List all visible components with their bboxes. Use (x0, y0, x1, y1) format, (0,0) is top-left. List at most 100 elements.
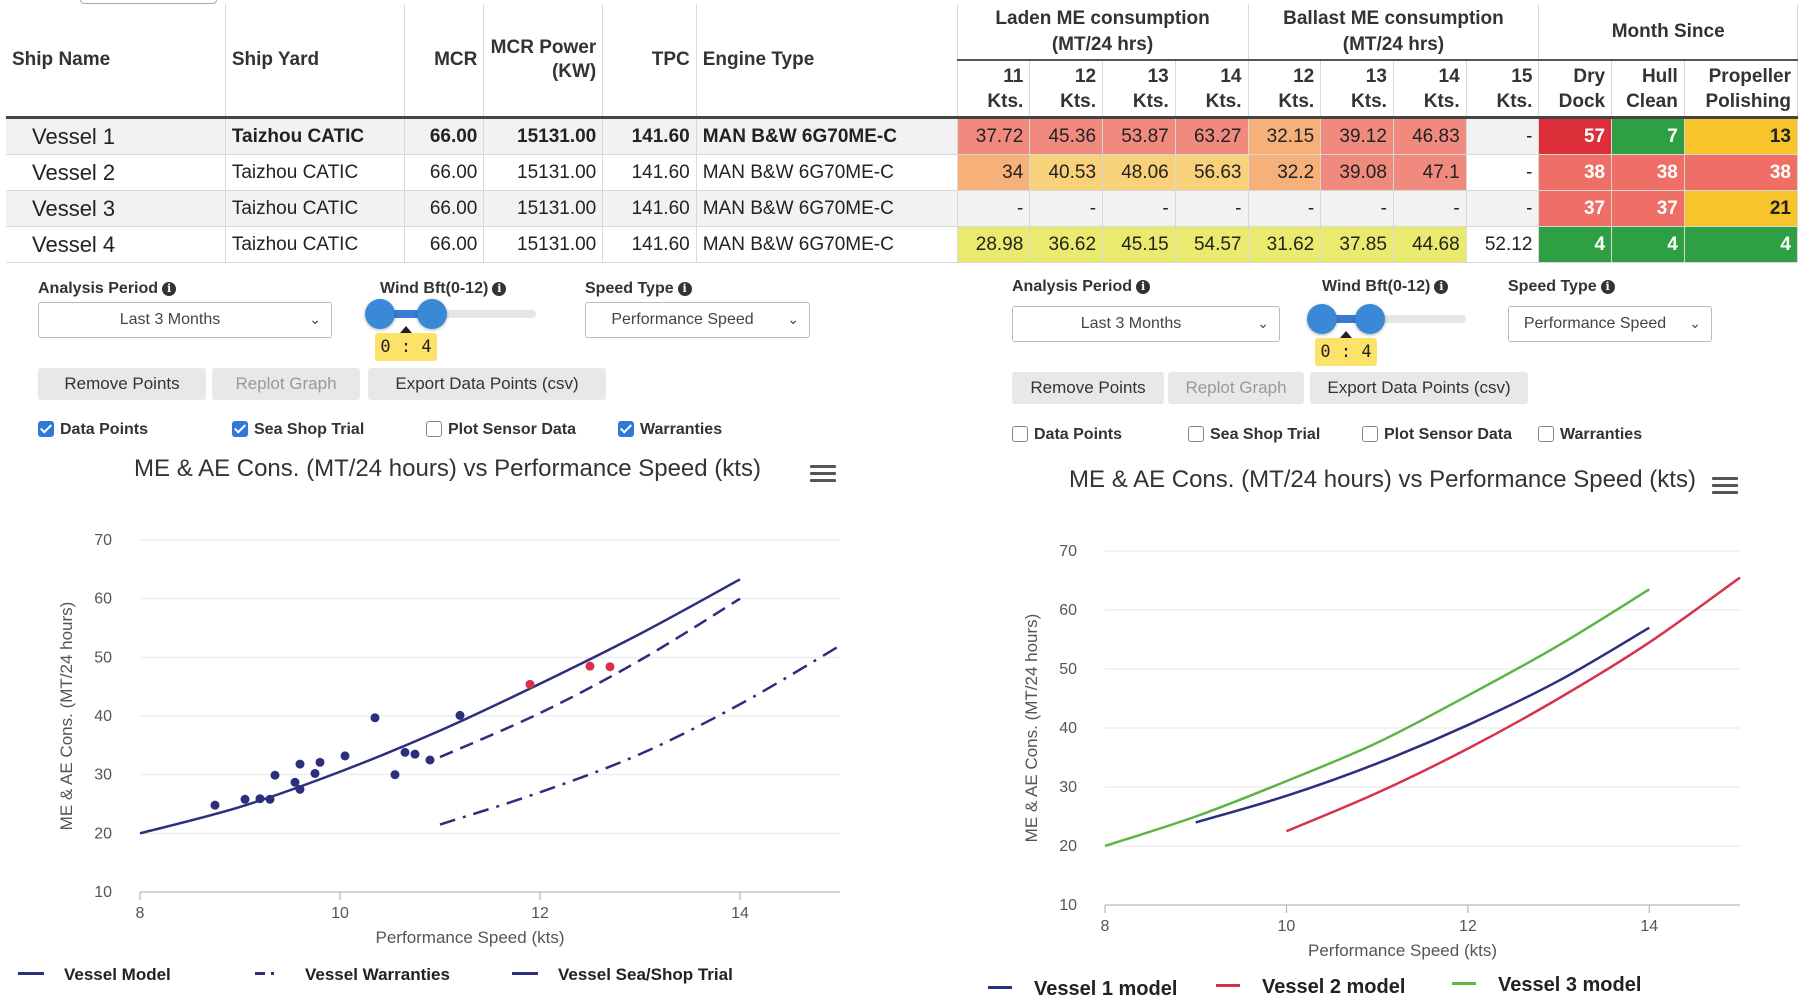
laden-consumption-cell: 34 (957, 154, 1031, 191)
ballast-consumption-cell: 32.2 (1248, 154, 1322, 191)
speed-type-select[interactable]: Performance Speed ⌄ (585, 302, 810, 338)
analysis-period-select[interactable]: Last 3 Months ⌄ (1012, 306, 1280, 342)
legend-vessel-warranties[interactable]: Vessel Warranties (255, 965, 450, 985)
laden-consumption-cell: 56.63 (1175, 154, 1249, 191)
engine-type-cell: MAN B&W 6G70ME-C (696, 190, 958, 227)
header-month-col[interactable]: Dry Dock (1538, 60, 1613, 119)
header-ballast-col[interactable]: 15 Kts. (1466, 60, 1540, 119)
right-chart[interactable]: 10 20 30 40 50 60 70 8 10 12 14 Performance Speed (… (1020, 530, 1780, 970)
info-icon[interactable]: i (677, 282, 692, 296)
wind-slider-min-handle[interactable] (365, 299, 395, 329)
info-icon[interactable]: i (492, 282, 507, 296)
ballast-consumption-cell: 32.15 (1248, 117, 1322, 155)
laden-consumption-cell: 45.36 (1029, 117, 1104, 155)
data-points-checkbox[interactable]: Data Points (38, 421, 148, 439)
sea-shop-trial-checkbox[interactable]: Sea Shop Trial (232, 421, 364, 439)
wind-slider-track[interactable] (366, 310, 536, 318)
info-icon[interactable]: i (162, 282, 177, 296)
series-line-2 (1104, 588, 1650, 848)
x-tick-label: 8 (136, 905, 145, 922)
header-tpc[interactable]: TPC (602, 4, 697, 119)
header-ship-name[interactable]: Ship Name (6, 4, 226, 119)
table-row[interactable]: Vessel 2 Taizhou CATIC 66.00 15131.00 141.60… (6, 154, 1799, 191)
left-chart[interactable]: 10 20 30 40 50 60 70 8 10 12 14 Performance Speed (… (50, 520, 850, 960)
remove-points-button[interactable]: Remove Points (38, 368, 206, 400)
legend-vessel-sea-shop-trial[interactable]: Vessel Sea/Shop Trial (512, 965, 733, 985)
legend-vessel-3-model[interactable]: Vessel 3 model (1452, 974, 1641, 997)
ballast-consumption-cell: - (1393, 190, 1467, 227)
data-point (400, 747, 410, 757)
wind-slider-max-handle[interactable] (1355, 304, 1385, 334)
ballast-consumption-cell: - (1320, 190, 1394, 227)
checkbox-icon[interactable] (426, 421, 442, 437)
data-point (210, 800, 220, 810)
laden-consumption-cell: 63.27 (1175, 117, 1249, 155)
month-since-cell: 38 (1611, 154, 1685, 191)
export-csv-button[interactable]: Export Data Points (csv) (368, 368, 606, 400)
header-mcr-power[interactable]: MCR Power (KW) (483, 4, 604, 119)
header-ship-yard[interactable]: Ship Yard (225, 4, 405, 119)
mcr-cell: 66.00 (404, 190, 485, 227)
plot-sensor-data-checkbox[interactable]: Plot Sensor Data (426, 421, 576, 439)
header-month-col[interactable]: Hull Clean (1611, 60, 1685, 119)
left-chart-title: ME & AE Cons. (MT/24 hours) vs Performan… (134, 455, 761, 482)
laden-consumption-cell: 48.06 (1102, 154, 1176, 191)
ballast-consumption-cell: 31.62 (1248, 226, 1322, 263)
data-point (295, 784, 305, 794)
info-icon[interactable]: i (1600, 280, 1615, 294)
header-mcr[interactable]: MCR (404, 4, 485, 119)
wind-slider-max-handle[interactable] (417, 299, 447, 329)
ballast-consumption-cell: 39.12 (1320, 117, 1394, 155)
legend-vessel-model[interactable]: Vessel Model (18, 965, 171, 985)
data-point (605, 662, 615, 672)
series-line-2 (439, 644, 841, 826)
table-row[interactable]: Vessel 1 Taizhou CATIC 66.00 15131.00 141.60… (6, 117, 1799, 155)
checkbox-icon[interactable] (1538, 426, 1554, 442)
warranties-checkbox[interactable]: Warranties (618, 421, 722, 439)
header-ballast-col[interactable]: 13 Kts. (1320, 60, 1394, 119)
header-ballast-col[interactable]: 12 Kts. (1248, 60, 1322, 119)
mcr-power-cell: 15131.00 (483, 117, 604, 155)
info-icon[interactable]: i (1136, 280, 1151, 294)
series-line-0 (139, 578, 741, 835)
warranties-checkbox[interactable]: Warranties (1538, 426, 1642, 444)
table-row[interactable]: Vessel 3 Taizhou CATIC 66.00 15131.00 141.60… (6, 190, 1799, 227)
laden-consumption-cell: - (957, 190, 1031, 227)
chart-menu-icon[interactable] (810, 465, 836, 485)
y-tick-label: 30 (1059, 779, 1077, 796)
chart-menu-icon[interactable] (1712, 477, 1738, 497)
remove-points-button[interactable]: Remove Points (1012, 372, 1164, 404)
replot-graph-button[interactable]: Replot Graph (212, 368, 360, 400)
header-laden-col[interactable]: 14 Kts. (1175, 60, 1249, 119)
wind-slider-track[interactable] (1310, 315, 1466, 323)
checkbox-icon[interactable] (232, 421, 248, 437)
checkbox-icon[interactable] (38, 421, 54, 437)
header-laden-col[interactable]: 11 Kts. (957, 60, 1031, 119)
checkbox-icon[interactable] (618, 421, 634, 437)
checkbox-icon[interactable] (1012, 426, 1028, 442)
header-month-col[interactable]: Propeller Polishing (1684, 60, 1799, 119)
plot-sensor-data-checkbox[interactable]: Plot Sensor Data (1362, 426, 1512, 444)
ship-name-cell: Vessel 2 (6, 154, 226, 191)
month-since-cell: 37 (1611, 190, 1685, 227)
legend-vessel-2-model[interactable]: Vessel 2 model (1216, 976, 1405, 999)
replot-graph-button[interactable]: Replot Graph (1168, 372, 1304, 404)
header-laden-col[interactable]: 13 Kts. (1102, 60, 1176, 119)
info-icon[interactable]: i (1434, 280, 1449, 294)
analysis-period-select[interactable]: Last 3 Months ⌄ (38, 302, 332, 338)
table-row[interactable]: Vessel 4 Taizhou CATIC 66.00 15131.00 141.60… (6, 226, 1799, 263)
speed-type-select[interactable]: Performance Speed ⌄ (1508, 306, 1712, 342)
data-points-checkbox[interactable]: Data Points (1012, 426, 1122, 444)
legend-vessel-1-model[interactable]: Vessel 1 model (988, 978, 1177, 1001)
header-ballast-col[interactable]: 14 Kts. (1393, 60, 1467, 119)
export-csv-button[interactable]: Export Data Points (csv) (1310, 372, 1528, 404)
sea-shop-trial-checkbox[interactable]: Sea Shop Trial (1188, 426, 1320, 444)
data-point (315, 757, 325, 767)
header-ballast-group: Ballast ME consumption (MT/24 hrs) (1248, 4, 1540, 61)
checkbox-icon[interactable] (1188, 426, 1204, 442)
header-laden-group: Laden ME consumption (MT/24 hrs) (957, 4, 1249, 61)
header-laden-col[interactable]: 12 Kts. (1029, 60, 1104, 119)
checkbox-icon[interactable] (1362, 426, 1378, 442)
wind-slider-min-handle[interactable] (1307, 304, 1337, 334)
header-engine-type[interactable]: Engine Type (696, 4, 958, 119)
